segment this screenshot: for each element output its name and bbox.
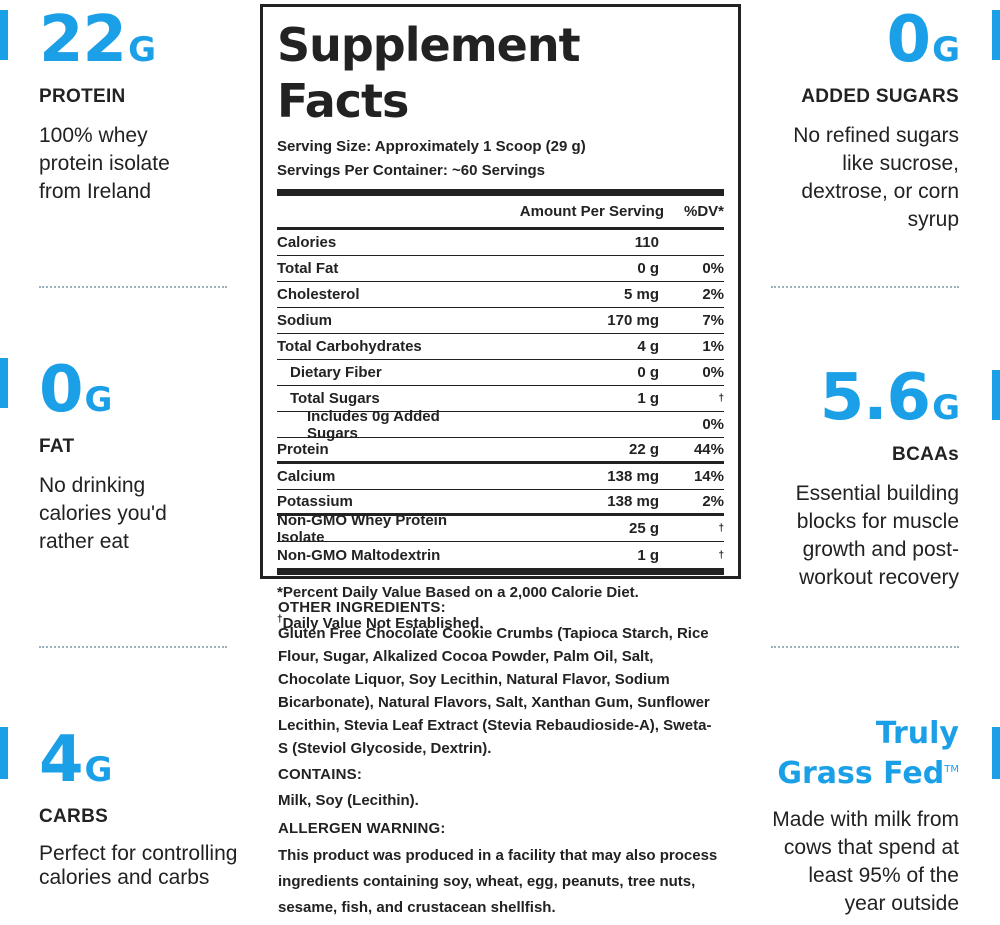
supplement-facts-panel: Supplement Facts Serving Size: Approxima… [260,4,741,632]
feature-grass-fed: Truly Grass FedTM Made with milk from co… [749,716,959,918]
feature-protein: 22G PROTEIN 100% whey protein isolate fr… [39,8,244,206]
facts-row: Cholesterol 5 mg 2% [277,282,724,308]
feature-label: ADDED SUGARS [801,86,959,107]
feature-fat: 0G FAT No drinking calories you'd rather… [39,358,244,556]
accent-bar-right-1 [992,10,1000,60]
grass-fed-line-2: Grass FedTM [777,756,959,791]
feature-value: 4G [39,723,112,797]
accent-bar-left-2 [0,358,8,408]
feature-description: Made with milk from cows that spend at l… [772,808,959,915]
thick-divider [277,189,724,196]
serving-size: Serving Size: Approximately 1 Scoop (29 … [277,138,586,155]
facts-row: Protein 22 g 44% [277,438,724,464]
contains-heading: CONTAINS: [278,766,363,783]
feature-carbs: 4G CARBS Perfect for controlling calorie… [39,728,244,890]
facts-row: Total Fat 0 g 0% [277,256,724,282]
facts-row: Includes 0g Added Sugars 0% [277,408,724,442]
facts-row: Sodium 170 mg 7% [277,308,724,334]
facts-row: Total Carbohydrates 4 g 1% [277,334,724,360]
facts-footnotes: *Percent Daily Value Based on a 2,000 Ca… [277,568,724,637]
facts-title: Supplement Facts [277,18,581,128]
feature-description: Essential building blocks for muscle gro… [795,482,959,589]
feature-value: 22G [39,3,156,77]
feature-description: No drinking calories you'd rather eat [39,474,167,553]
divider-right-1 [771,286,959,288]
feature-label: CARBS [39,806,109,827]
facts-row: Potassium 138 mg 2% [277,490,724,516]
facts-row: Calories 110 [277,230,724,256]
facts-row: Non-GMO Maltodextrin 1 g † [277,546,724,564]
contains-text: Milk, Soy (Lecithin). [278,792,419,809]
feature-value: 0G [886,3,960,77]
feature-label: FAT [39,436,75,457]
feature-label: PROTEIN [39,86,126,107]
medium-divider [277,227,724,230]
servings-per-container: Servings Per Container: ~60 Servings [277,162,546,179]
footnote-not-established: †Daily Value Not Established. [277,614,484,632]
facts-header: Amount Per Serving %DV* [277,196,724,227]
feature-label: BCAAs [892,444,959,465]
feature-value: 0G [39,353,112,427]
accent-bar-left-3 [0,727,8,779]
divider-left-1 [39,286,227,288]
feature-value: 5.6G [819,361,960,435]
feature-bcaas: 5.6G BCAAs Essential building blocks for… [749,361,960,592]
accent-bar-right-3 [992,727,1000,779]
other-ingredients-heading: OTHER INGREDIENTS: [278,599,446,616]
divider-left-2 [39,646,227,648]
allergen-text: This product was produced in a facility … [278,847,718,916]
accent-bar-right-2 [992,370,1000,420]
grass-fed-line-1: Truly [875,716,959,751]
facts-row: Calcium 138 mg 14% [277,464,724,490]
other-ingredients-text: Gluten Free Chocolate Cookie Crumbs (Tap… [278,625,712,757]
feature-description: Perfect for controlling calories and car… [39,842,238,889]
ingredients-section: OTHER INGREDIENTS: Gluten Free Chocolate… [278,597,738,925]
footnote-dv: *Percent Daily Value Based on a 2,000 Ca… [277,584,639,601]
allergen-heading: ALLERGEN WARNING: [278,820,446,837]
facts-row: Non-GMO Whey Protein Isolate 25 g † [277,511,724,546]
facts-row: Dietary Fiber 0 g 0% [277,360,724,386]
divider-right-2 [771,646,959,648]
feature-description: 100% whey protein isolate from Ireland [39,124,170,203]
feature-added-sugars: 0G ADDED SUGARS No refined sugars like s… [749,3,960,234]
accent-bar-left-1 [0,10,8,60]
grass-fed-title: Truly Grass FedTM [749,716,959,792]
header-dv: %DV* [683,203,724,220]
header-amount: Amount Per Serving [519,203,664,220]
feature-description: No refined sugars like sucrose, dextrose… [793,124,959,231]
facts-row: Total Sugars 1 g † [277,386,724,412]
